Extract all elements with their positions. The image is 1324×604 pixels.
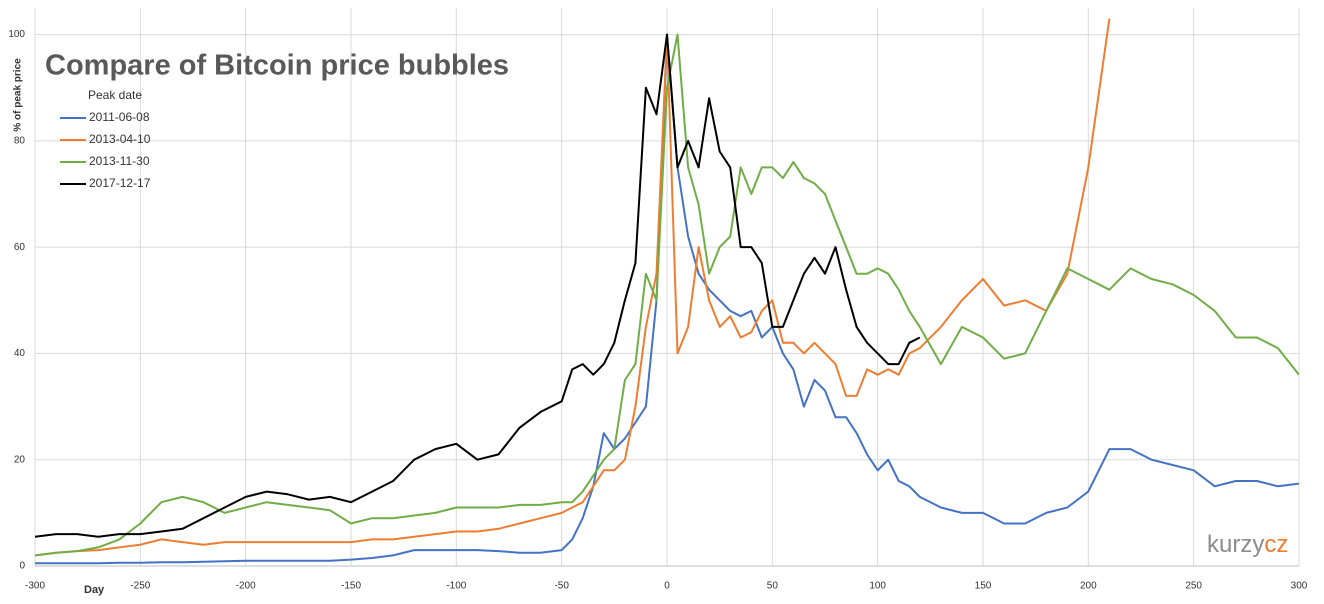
series-line — [35, 18, 1111, 557]
y-tick-label: 40 — [14, 348, 26, 359]
watermark-text: kurzy — [1207, 531, 1264, 558]
legend-title: Peak date — [88, 88, 142, 102]
legend-label: 2011-06-08 — [89, 110, 150, 124]
y-tick-label: 80 — [14, 135, 26, 146]
y-tick-label: 100 — [8, 29, 25, 40]
series-line — [35, 33, 1299, 557]
watermark-accent: cz — [1264, 531, 1288, 558]
y-axis-label: % of peak price — [13, 58, 24, 132]
series-line — [35, 33, 921, 538]
x-tick-label: -50 — [554, 581, 569, 592]
x-tick-label: 200 — [1080, 581, 1097, 592]
legend-label: 2013-11-30 — [89, 154, 150, 168]
series-line — [35, 33, 1299, 565]
x-tick-label: -150 — [341, 581, 361, 592]
y-tick-label: 20 — [14, 454, 26, 465]
x-tick-label: 100 — [869, 581, 886, 592]
x-tick-label: -250 — [130, 581, 150, 592]
x-axis-label: Day — [84, 584, 105, 596]
x-tick-label: 250 — [1185, 581, 1202, 592]
x-tick-label: 50 — [767, 581, 779, 592]
watermark: kurzycz — [1207, 531, 1288, 558]
x-tick-label: 0 — [664, 581, 670, 592]
x-tick-label: 150 — [975, 581, 992, 592]
legend-label: 2013-04-10 — [89, 132, 151, 146]
x-tick-label: -100 — [446, 581, 466, 592]
x-tick-label: -300 — [25, 581, 45, 592]
x-tick-label: 300 — [1291, 581, 1308, 592]
x-tick-label: -200 — [236, 581, 256, 592]
plot-area — [35, 18, 1299, 565]
y-tick-label: 60 — [14, 242, 26, 253]
legend-label: 2017-12-17 — [89, 176, 151, 190]
chart-title: Compare of Bitcoin price bubbles — [45, 50, 509, 82]
y-tick-label: 0 — [19, 561, 25, 572]
